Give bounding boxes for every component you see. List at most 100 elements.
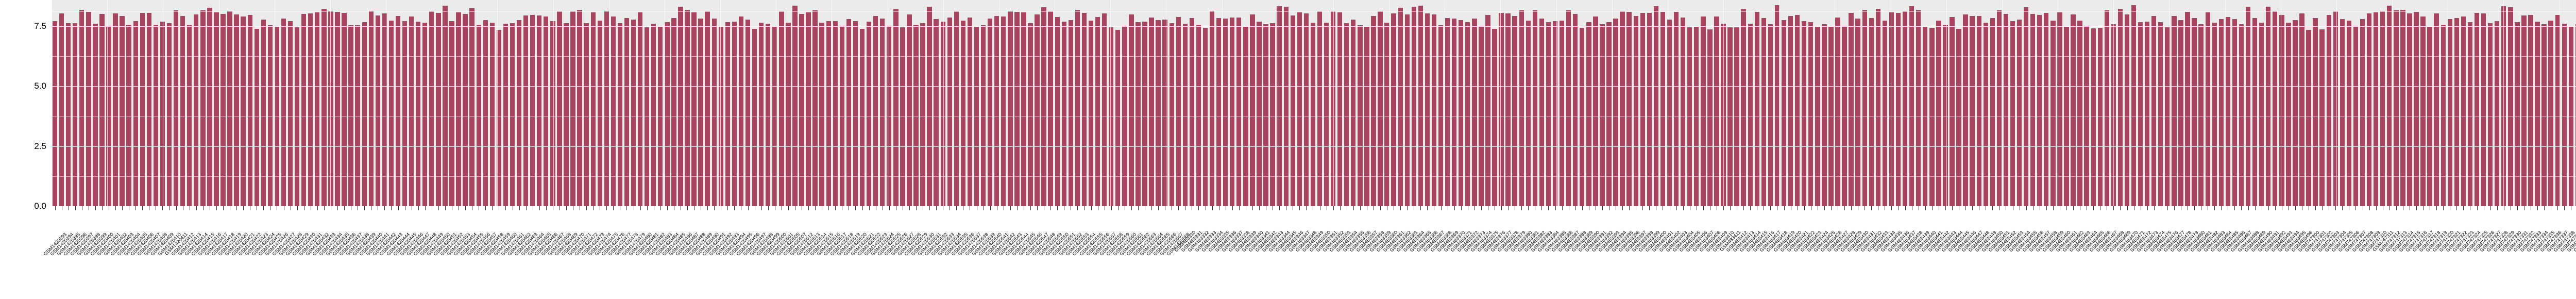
bar-GSM1420554[interactable] xyxy=(1082,13,1087,206)
bar-GSM1420564[interactable] xyxy=(1149,18,1154,206)
bar-GSM1420490[interactable] xyxy=(705,11,709,206)
bar-GSM1420546[interactable] xyxy=(1028,23,1032,206)
bar-GSM1420443[interactable] xyxy=(389,21,394,206)
bar-GSM1420540[interactable] xyxy=(988,19,992,206)
bar-GSM1420439[interactable] xyxy=(362,22,367,206)
bar-GSM483492[interactable] xyxy=(2273,11,2277,206)
bar-GSM483368[interactable] xyxy=(1438,25,1443,206)
bar-GSM483359[interactable] xyxy=(1378,11,1382,206)
bar-GSM747331[interactable] xyxy=(2515,22,2519,206)
bar-GSM483467[interactable] xyxy=(2105,10,2109,206)
bar-GSM1420435[interactable] xyxy=(335,12,340,206)
bar-GSM1420562[interactable] xyxy=(1136,22,1140,206)
bar-GSM483417[interactable] xyxy=(1768,24,1773,206)
bar-GSM483351[interactable] xyxy=(1324,23,1329,206)
bar-GSM747313[interactable] xyxy=(2394,10,2398,206)
bar-GSM1420545[interactable] xyxy=(1021,12,1026,206)
bar-GSM483434[interactable] xyxy=(1883,21,1887,206)
bar-GSM1420396[interactable] xyxy=(73,23,77,206)
bar-GSM483356[interactable] xyxy=(1358,25,1362,206)
bar-GSM1420474[interactable] xyxy=(598,21,602,206)
bar-GSM483332[interactable] xyxy=(1196,25,1201,206)
bar-GSM483432[interactable] xyxy=(1869,18,1874,206)
bar-GSM483430[interactable] xyxy=(1855,19,1860,206)
bar-GSM483456[interactable] xyxy=(2030,14,2035,206)
bar-GSM483480[interactable] xyxy=(2192,18,2196,206)
bar-GSM1420398[interactable] xyxy=(86,12,91,206)
bar-GSM1420496[interactable] xyxy=(745,20,750,206)
bar-GSM1420537[interactable] xyxy=(968,18,972,206)
bar-GSM1420547[interactable] xyxy=(1035,14,1039,206)
bar-GSM483466[interactable] xyxy=(2098,28,2103,206)
bar-GSM747303[interactable] xyxy=(2327,15,2331,206)
bar-GSM483489[interactable] xyxy=(2252,18,2257,206)
bar-GSM1420568[interactable] xyxy=(1176,17,1181,206)
bar-GSM1420491[interactable] xyxy=(712,19,717,206)
bar-GSM483388[interactable] xyxy=(1573,14,1578,206)
bar-GSM1420436[interactable] xyxy=(342,13,346,206)
bar-GSM1420438[interactable] xyxy=(355,25,360,206)
bar-GSM483399[interactable] xyxy=(1647,13,1652,206)
bar-GSM1420411[interactable] xyxy=(174,10,178,206)
bar-GSM1420476[interactable] xyxy=(611,16,616,206)
bar-GSM483404[interactable] xyxy=(1681,18,1685,206)
bar-GSM483481[interactable] xyxy=(2198,24,2203,206)
bar-GSM747335[interactable] xyxy=(2541,24,2546,207)
bar-GSM747308[interactable] xyxy=(2360,19,2365,207)
bar-GSM1420542[interactable] xyxy=(1001,16,1006,206)
bar-GSM483486[interactable] xyxy=(2232,19,2237,206)
bar-GSM1420403[interactable] xyxy=(120,16,124,206)
bar-GSM483385[interactable] xyxy=(1553,21,1557,206)
bar-GSM483334[interactable] xyxy=(1210,11,1214,206)
bar-GSM483373[interactable] xyxy=(1472,19,1477,206)
bar-GSM483367[interactable] xyxy=(1432,14,1436,206)
bar-GSM1420434[interactable] xyxy=(328,11,333,206)
bar-GSM1420449[interactable] xyxy=(429,11,434,206)
bar-GSM1420427[interactable] xyxy=(281,19,286,206)
bar-GSM1420495[interactable] xyxy=(739,16,743,206)
bar-GSM1420555[interactable] xyxy=(1089,21,1093,206)
bar-GSM1420457[interactable] xyxy=(483,20,488,206)
bar-GSM1420534[interactable] xyxy=(947,18,952,206)
bar-GSM483427[interactable] xyxy=(1835,18,1840,206)
bar-GSM1420499[interactable] xyxy=(766,24,770,206)
bar-GSM1420418[interactable] xyxy=(221,14,225,206)
bar-GSM1420431[interactable] xyxy=(308,13,313,206)
bar-GSM483446[interactable] xyxy=(1963,14,1968,206)
bar-GSM1420488[interactable] xyxy=(691,12,696,206)
bar-GSM747324[interactable] xyxy=(2468,22,2472,206)
bar-GSM483422[interactable] xyxy=(1802,21,1806,206)
bar-GSM483447[interactable] xyxy=(1970,16,1974,206)
bar-GSM1420543[interactable] xyxy=(1008,11,1012,206)
bar-GSM1420489[interactable] xyxy=(698,19,703,206)
bar-GSM1420514[interactable] xyxy=(812,10,817,206)
bar-GSM1420477[interactable] xyxy=(618,23,622,206)
bar-GSM483419[interactable] xyxy=(1782,20,1786,206)
bar-GSM1420458[interactable] xyxy=(490,23,495,206)
bar-GSM483375[interactable] xyxy=(1485,15,1490,206)
bar-GSM1420448[interactable] xyxy=(422,23,427,206)
bar-GSM483363[interactable] xyxy=(1405,14,1410,206)
bar-GSM483381[interactable] xyxy=(1526,21,1531,206)
bar-GSM1420445[interactable] xyxy=(402,21,407,206)
bar-GSM747316[interactable] xyxy=(2414,12,2418,206)
bar-GSM1420469[interactable] xyxy=(564,23,568,206)
bar-GSM483380[interactable] xyxy=(1519,10,1524,206)
bar-GSM1420454[interactable] xyxy=(463,14,467,206)
bar-GSM1420561[interactable] xyxy=(1129,14,1133,206)
bar-GSM1420552[interactable] xyxy=(1069,20,1073,206)
bar-GSM1420557[interactable] xyxy=(1102,13,1107,206)
bar-GSM1420430[interactable] xyxy=(301,14,306,206)
bar-GSM1420400[interactable] xyxy=(99,14,104,206)
bar-GSM483484[interactable] xyxy=(2219,19,2224,206)
bar-GSM1420565[interactable] xyxy=(1156,20,1160,206)
bar-GSM1420417[interactable] xyxy=(214,12,218,206)
bar-GSM483376[interactable] xyxy=(1492,29,1497,206)
bar-GSM483336[interactable] xyxy=(1223,19,1228,206)
bar-GSM483441[interactable] xyxy=(1929,28,1934,206)
bar-GSM483465[interactable] xyxy=(2091,28,2096,206)
bar-GSM483449[interactable] xyxy=(1984,23,1988,206)
bar-GSM483415[interactable] xyxy=(1755,12,1759,206)
bar-GSM1420522[interactable] xyxy=(867,22,871,206)
bar-GSM483369[interactable] xyxy=(1445,18,1450,206)
